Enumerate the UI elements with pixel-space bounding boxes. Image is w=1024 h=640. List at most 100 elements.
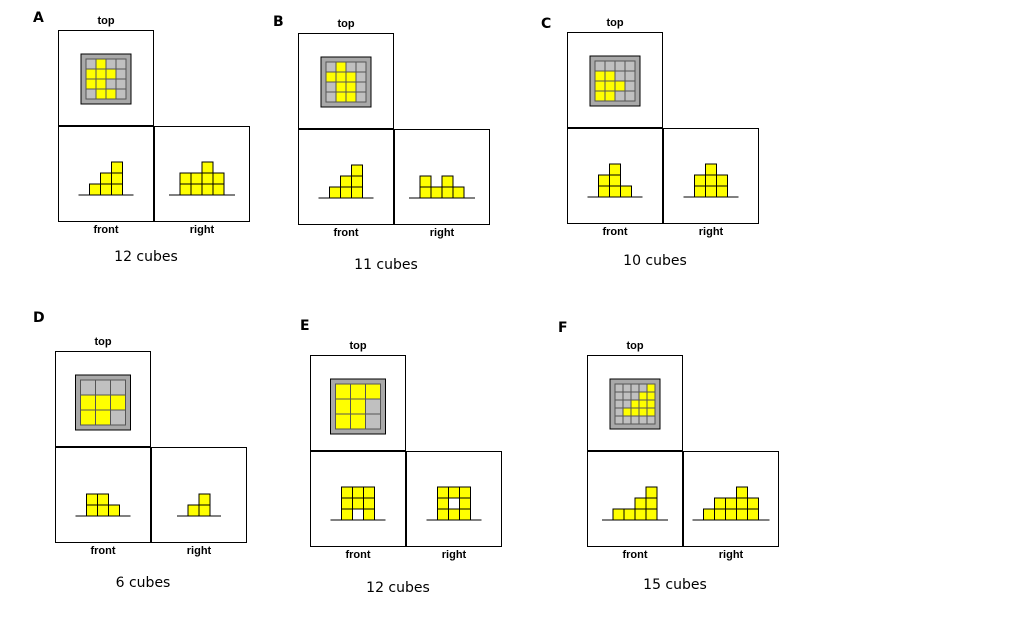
top-cube-square xyxy=(646,399,656,409)
top-cube-square xyxy=(335,91,347,103)
right-view-label: right xyxy=(698,226,724,238)
top-view-label: top xyxy=(97,15,115,27)
right-view-label: right xyxy=(718,549,744,561)
top-empty-square xyxy=(630,383,640,393)
front-view-cube xyxy=(97,493,109,506)
right-view-cube xyxy=(703,508,715,521)
front-view-cube xyxy=(352,497,364,510)
top-empty-square xyxy=(115,58,127,70)
top-view-label: top xyxy=(349,340,367,352)
top-cube-square xyxy=(85,78,97,90)
right-view-cube xyxy=(212,183,225,196)
right-view-cube xyxy=(190,172,203,185)
right-view-cube xyxy=(736,508,748,521)
top-cube-square xyxy=(622,407,632,417)
top-empty-square xyxy=(365,413,381,430)
cube-count-label: 11 cubes xyxy=(354,257,418,273)
right-view-label: right xyxy=(429,227,455,239)
top-empty-square xyxy=(95,379,111,396)
top-empty-square xyxy=(345,61,357,73)
top-empty-square xyxy=(85,58,97,70)
top-view-drawing xyxy=(330,378,386,435)
front-view-cube xyxy=(609,174,621,187)
right-view-cube xyxy=(419,186,432,199)
top-empty-square xyxy=(614,399,624,409)
right-view-cube xyxy=(212,172,225,185)
right-view-cube xyxy=(437,486,449,499)
front-view-cube xyxy=(341,508,353,521)
front-view-cube xyxy=(86,504,98,517)
top-cube-square xyxy=(95,88,107,100)
right-view-cube xyxy=(437,508,449,521)
top-empty-square xyxy=(614,60,626,72)
front-view-cube xyxy=(623,508,636,521)
top-cube-square xyxy=(105,88,117,100)
right-view-cube xyxy=(190,183,203,196)
top-cube-square xyxy=(325,71,337,83)
top-cube-square xyxy=(350,383,366,400)
right-view-cube xyxy=(201,161,214,174)
top-cube-square xyxy=(335,81,347,93)
right-view-cube xyxy=(459,497,471,510)
right-view-cube xyxy=(705,185,717,198)
front-view-cube xyxy=(645,497,658,510)
top-empty-square xyxy=(638,415,648,425)
right-view-cube xyxy=(448,508,460,521)
top-cube-square xyxy=(604,90,616,102)
side-views-drawing xyxy=(78,161,235,196)
top-empty-square xyxy=(624,60,636,72)
front-view-cube xyxy=(351,186,363,199)
top-cube-square xyxy=(105,68,117,80)
top-cube-square xyxy=(85,68,97,80)
top-view-drawing xyxy=(80,53,132,105)
front-view-cube xyxy=(89,183,101,196)
puzzle-letter-f: F xyxy=(558,320,568,336)
top-empty-square xyxy=(110,379,126,396)
right-view-cube xyxy=(419,175,432,188)
right-view-cube xyxy=(179,183,192,196)
right-view-cube xyxy=(705,174,717,187)
front-view-cube xyxy=(634,497,647,510)
top-cube-square xyxy=(365,383,381,400)
top-empty-square xyxy=(325,61,337,73)
front-view-cube xyxy=(111,161,123,174)
puzzle-letter-b: B xyxy=(273,14,284,30)
top-view-drawing xyxy=(75,374,131,431)
top-cube-square xyxy=(345,91,357,103)
top-empty-square xyxy=(110,409,126,426)
top-cube-square xyxy=(345,71,357,83)
top-cube-square xyxy=(95,409,111,426)
right-view-cube xyxy=(716,185,728,198)
puzzle-letter-a: A xyxy=(33,10,44,26)
top-empty-square xyxy=(355,71,367,83)
top-empty-square xyxy=(622,399,632,409)
top-empty-square xyxy=(630,415,640,425)
top-cube-square xyxy=(95,78,107,90)
front-view-label: front xyxy=(333,227,359,239)
top-empty-square xyxy=(85,88,97,100)
top-cube-square xyxy=(335,71,347,83)
top-view-label: top xyxy=(337,18,355,30)
puzzle-letter-c: C xyxy=(541,16,552,32)
right-view-cube xyxy=(198,504,211,517)
top-cube-square xyxy=(95,68,107,80)
top-cube-square xyxy=(646,383,656,393)
cube-count-label: 12 cubes xyxy=(366,580,430,596)
top-cube-square xyxy=(335,413,351,430)
top-view-drawing xyxy=(320,56,372,108)
top-cube-square xyxy=(614,80,626,92)
side-views-drawing xyxy=(330,486,482,521)
top-empty-square xyxy=(365,398,381,415)
right-view-cube xyxy=(201,172,214,185)
front-view-cube xyxy=(352,486,364,499)
top-cube-square xyxy=(646,391,656,401)
side-views-drawing xyxy=(318,164,475,199)
top-cube-square xyxy=(594,70,606,82)
top-view-label: top xyxy=(94,336,112,348)
side-views-drawing xyxy=(75,493,221,517)
front-view-cube xyxy=(363,508,375,521)
right-view-cube xyxy=(459,508,471,521)
front-view-label: front xyxy=(602,226,628,238)
right-view-box xyxy=(406,451,502,547)
top-empty-square xyxy=(614,391,624,401)
